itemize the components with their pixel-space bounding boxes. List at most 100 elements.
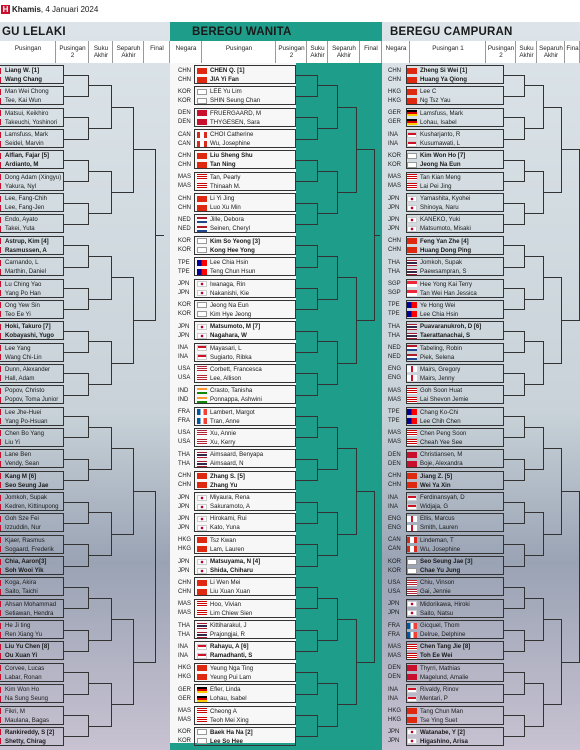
player-row: Ahsan Mohammad [0,600,64,609]
bracket-line [64,693,88,695]
country-code: TPE [178,268,190,275]
bracket-line [296,330,317,332]
bracket-line [133,320,155,322]
player-row: IND Crasto, Tanisha [178,386,296,395]
bracket-line [133,661,155,663]
bracket-line [337,191,356,193]
entry-box [406,193,504,213]
player-name: Chia, Aaron[3] [5,558,47,566]
country-flag-icon [0,717,1,723]
country-code: DEN [178,119,191,126]
player-row: CAN Lindeman, T [388,536,504,545]
player-name: Mairs, Gregory [420,365,461,373]
player-row: CHN Liu Xuan Xuan [178,587,296,596]
bracket-line [296,223,317,225]
player-name: Feng Yan Zhe [4] [420,237,469,245]
player-row: Lamsfuss, Mark [0,130,64,139]
player-row: Wang Chi-Lin [0,353,64,362]
bracket-line [504,608,524,610]
player-name: Hee Yong Kai Terry [420,280,473,288]
bracket-line [296,693,317,695]
country-code: JPN [178,567,190,574]
player-row: MAS Lim Chiew Sien [178,609,296,618]
country-code: JPN [178,515,190,522]
player-row: DEN THYGESEN, Sara [178,118,296,127]
bracket-final-line [374,234,380,236]
player-row: TPE Lee Chia Hsin [178,258,296,267]
entry-box [194,726,296,746]
entry-box [0,193,64,213]
country-flag-icon [0,482,1,489]
bracket-line [88,725,111,727]
player-row: Ren Xiang Yu [0,630,64,639]
player-row: MAS Lai Shevon Jemie [388,395,504,404]
entry-box [406,577,504,597]
player-row: MAS Thinaah M. [178,182,296,191]
player-name: Vendy, Sean [5,460,40,468]
player-name: Kim So Yeong [3] [210,237,260,245]
player-row: Rankireddy, S [2] [0,728,64,737]
entry-box [0,363,64,383]
entry-box [194,641,296,661]
entry-box [194,534,296,554]
player-name: Chang Ko-Chi [420,408,459,416]
entry-box [0,107,64,127]
country-flag-icon [0,88,1,95]
player-name: Corbett, Francesca [210,365,262,373]
player-name: Matsumoto, M [7] [210,323,261,331]
player-name: CHOI Catherine [210,131,254,139]
country-code: JPN [178,503,190,510]
country-flag-icon [0,494,1,501]
player-name: Lamsfuss, Mark [5,131,49,139]
player-name: Shetty, Chirag [5,737,46,745]
country-flag-icon [407,131,417,138]
player-row: DEN FRUERGAARD, M [178,109,296,118]
country-flag-icon [407,88,417,95]
player-row: NED Piek, Selena [388,353,504,362]
player-name: Delrue, Delphine [420,631,466,639]
player-name: SHIN Seung Chan [210,97,261,105]
entry-box [406,363,504,383]
player-name: Tsz Kwan [210,536,237,544]
player-name: Chen Bo Yang [5,429,45,437]
country-flag-icon [0,311,1,318]
bracket-line [88,512,111,514]
player-name: Magelund, Amalie [420,673,469,681]
player-row: Soh Wooi Yik [0,566,64,575]
country-flag-icon [407,345,417,352]
player-name: Jomkoh, Supak [420,259,463,267]
column-header-campuran: Negara Pusingan 1 Pusingan 2 Suku Akhir … [382,41,580,63]
country-code: FRA [178,418,190,425]
player-name: JIA Yi Fan [210,76,239,83]
player-row: Rasmussen, A [0,246,64,255]
player-name: Izzuddin, Nur [5,524,41,532]
player-name: Cheong A [210,707,237,715]
player-name: Chiu, Vinson [420,579,455,587]
player-name: Setiawan, Hendra [5,609,54,617]
country-code: USA [388,588,401,595]
player-row: KOR Baek Ha Na [2] [178,728,296,737]
country-code: MAS [388,174,402,181]
player-name: Saito, Natsu [420,609,454,617]
bracket-line [88,85,111,87]
country-code: TPE [388,302,400,309]
country-flag-icon [0,503,1,510]
country-flag-icon [0,473,1,480]
bracket-line [296,266,317,268]
player-row: HKG Lam, Lauren [178,545,296,554]
country-flag-icon [0,729,1,736]
country-flag-icon [0,409,1,416]
bracket-line [504,394,524,396]
player-row: Dunn, Alexander [0,365,64,374]
country-flag-icon [197,88,207,95]
entry-box [0,65,64,84]
player-name: Kato, Yuna [210,524,240,532]
player-row: Ardianto, M [0,160,64,169]
player-name: Yang Po Han [5,289,41,297]
player-row: USA Xu, Annie [178,429,296,438]
player-row: THA Jomkoh, Supak [388,258,504,267]
country-flag-icon [197,546,207,553]
bracket-line [88,554,111,556]
country-flag-icon [407,686,417,693]
bracket-line [561,149,579,151]
